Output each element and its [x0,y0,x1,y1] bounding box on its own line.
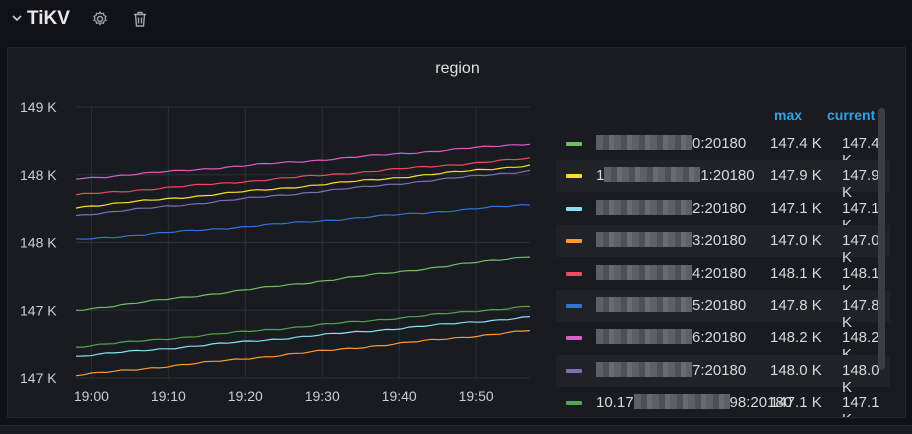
legend-current-header[interactable]: current [827,107,876,123]
legend-series-name[interactable]: 6:20180 [596,329,746,346]
series-line[interactable] [75,256,531,311]
legend-current-value: 148.0 K [842,361,880,396]
legend-name-prefix: 10.17 [596,394,634,412]
legend-max-value: 147.1 K [770,199,822,217]
legend-name-prefix: 1 [596,167,605,185]
legend-item[interactable]: 1 1:20180 147.9 K 147.9 K [556,160,890,201]
redacted-text [596,264,692,280]
chevron-down-icon[interactable] [10,11,24,25]
y-tick-label: 149 K [20,99,57,115]
redacted-text [596,135,692,150]
y-tick-label: 148 K [20,167,57,183]
legend-series-name[interactable]: 3:20180 [596,232,746,249]
legend-item[interactable]: 3:20180 147.0 K 147.0 K [556,225,890,266]
redacted-text [633,394,730,410]
legend-max-value: 147.1 K [770,394,822,412]
legend-swatch[interactable] [566,336,582,341]
row-header: TiKV [0,0,912,40]
panel-title[interactable]: region [435,60,480,77]
legend-max-value: 147.8 K [770,297,822,314]
series-line[interactable] [75,169,531,217]
redacted-text [596,232,692,248]
legend-max-value: 148.2 K [770,329,822,347]
legend-series-name[interactable]: 2:20180 [596,199,747,217]
legend-name-suffix: 7:20180 [692,361,747,379]
x-tick-label: 19:30 [305,388,340,404]
legend-name-suffix: 2:20180 [692,199,747,217]
legend-scrollbar[interactable] [878,108,885,370]
redacted-text [596,297,692,312]
legend-item[interactable]: 5:20180 147.8 K 147.8 K [556,290,890,331]
x-tick-label: 19:20 [228,388,263,404]
legend-name-suffix: 1:20180 [700,167,755,185]
legend-name-suffix: 4:20180 [692,264,747,282]
legend-name-suffix: 3:20180 [692,232,747,250]
legend-item[interactable]: 7:20180 148.0 K 148.0 K [556,354,890,396]
legend-max-value: 148.1 K [770,264,822,282]
legend-swatch[interactable] [566,368,582,373]
legend-swatch[interactable] [566,206,582,211]
legend-current-value: 147.1 K [842,394,880,417]
legend-swatch[interactable] [566,239,582,244]
next-panel-edge [0,425,912,434]
legend-max-value: 147.4 K [770,135,822,152]
legend-series-name[interactable]: 1 1:20180 [596,167,755,184]
x-tick-label: 19:40 [382,388,417,404]
region-panel: region 149 K 148 K 148 K 147 K 147 K 19:00 19… [7,47,906,418]
legend-current-value: 147.9 K [842,167,880,202]
legend-swatch[interactable] [566,142,582,146]
legend-max-value: 148.0 K [770,361,822,379]
legend-series-name[interactable]: 10.17 98:20180 [596,394,792,411]
series-line[interactable] [75,143,531,180]
legend-series-name[interactable]: 5:20180 [596,297,746,314]
series-line[interactable] [75,164,531,209]
redacted-text [596,199,692,215]
legend-series-name[interactable]: 0:20180 [596,135,746,152]
legend-current-value: 147.8 K [842,297,880,331]
series-line[interactable] [75,316,531,357]
line-chart[interactable]: 149 K 148 K 148 K 147 K 147 K 19:00 19:10 19:2… [8,48,556,419]
series-line[interactable] [75,157,531,196]
legend-swatch[interactable] [566,401,582,406]
legend-max-value: 147.0 K [770,232,822,250]
legend-name-suffix: 0:20180 [692,135,747,152]
legend-swatch[interactable] [566,174,582,179]
row-title[interactable]: TiKV [27,8,70,29]
redacted-text [604,167,701,183]
legend-swatch[interactable] [566,304,582,308]
legend-series-name[interactable]: 4:20180 [596,264,747,282]
redacted-text [596,361,692,377]
y-tick-label: 147 K [20,370,57,386]
x-tick-label: 19:50 [459,388,494,404]
legend-current-value: 147.0 K [842,232,880,267]
series-line[interactable] [75,203,531,240]
x-tick-label: 19:00 [74,388,109,404]
gear-icon[interactable] [91,10,109,28]
series-line[interactable] [76,305,530,348]
legend-series-name[interactable]: 7:20180 [596,361,747,379]
legend-name-suffix: 5:20180 [692,297,747,314]
legend-swatch[interactable] [566,271,582,276]
trash-icon[interactable] [131,10,149,28]
series-line[interactable] [75,330,531,377]
legend-max-header[interactable]: max [774,107,803,123]
legend-name-suffix: 6:20180 [692,329,747,347]
legend-name-suffix: 98:20180 [729,394,793,412]
y-tick-label: 147 K [20,302,57,318]
x-tick-label: 19:10 [151,388,186,404]
legend-max-value: 147.9 K [770,167,822,185]
redacted-text [596,329,692,345]
y-tick-label: 148 K [20,235,57,251]
